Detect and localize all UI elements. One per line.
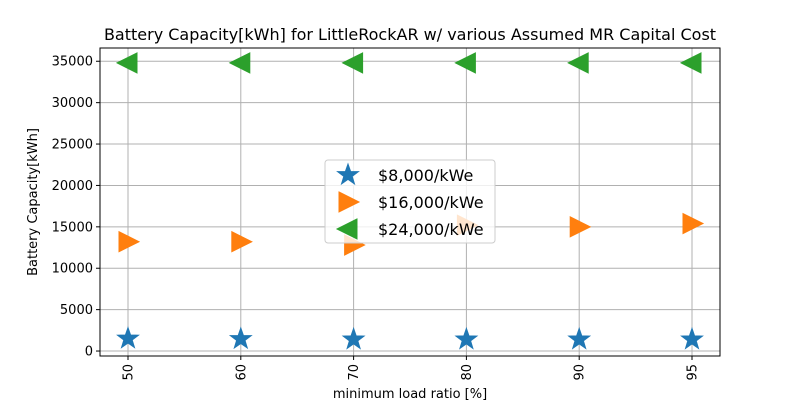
legend-marker-series-0 <box>336 162 360 186</box>
y-tick-label: 0 <box>85 345 93 360</box>
data-point-series-0 <box>228 326 253 350</box>
data-point-series-2 <box>679 52 702 74</box>
x-axis-title: minimum load ratio [%] <box>333 387 487 400</box>
data-point-series-1 <box>118 230 141 253</box>
x-tick-label: 80 <box>460 364 475 381</box>
legend-marker-series-1 <box>338 191 361 213</box>
y-axis-title: Battery Capacity[kWh] <box>26 128 41 276</box>
y-tick-label: 20000 <box>52 179 93 194</box>
data-point-series-2 <box>454 52 476 74</box>
legend-label-series-0: $8,000/kWe <box>378 166 473 185</box>
y-tick-label: 25000 <box>52 138 93 153</box>
data-point-series-0 <box>567 326 592 350</box>
data-point-series-2 <box>567 52 589 74</box>
data-point-series-1 <box>569 216 592 238</box>
y-tick-label: 35000 <box>52 55 93 70</box>
chart-title: Battery Capacity[kWh] for LittleRockAR w… <box>104 25 716 44</box>
data-point-series-2 <box>228 52 251 74</box>
y-axis-ticks: 0 5000 10000 15000 20000 25000 30000 35000 <box>52 55 100 360</box>
data-point-series-0 <box>116 326 140 349</box>
x-tick-label: 90 <box>573 364 588 381</box>
data-point-series-0 <box>454 326 479 350</box>
x-tick-label: 50 <box>122 364 137 381</box>
data-point-series-1 <box>682 212 705 235</box>
legend-marker-series-2 <box>335 218 358 240</box>
data-point-series-0 <box>680 326 704 350</box>
x-tick-label: 70 <box>347 364 362 381</box>
legend-box <box>324 159 496 244</box>
data-points <box>115 52 705 350</box>
y-tick-label: 10000 <box>52 262 93 277</box>
data-point-series-2 <box>115 52 138 74</box>
legend: $8,000/kWe $16,000/kWe $24,000/kWe <box>324 159 496 244</box>
data-point-series-0 <box>341 326 366 350</box>
x-tick-label: 60 <box>234 364 249 381</box>
x-tick-label: 95 <box>686 364 701 381</box>
y-tick-label: 5000 <box>60 303 93 318</box>
data-point-series-2 <box>341 52 364 74</box>
y-tick-label: 30000 <box>52 96 93 111</box>
legend-label-series-1: $16,000/kWe <box>378 193 484 212</box>
x-axis-ticks: 50 60 70 80 90 95 <box>122 356 701 381</box>
y-tick-label: 15000 <box>52 220 93 235</box>
legend-label-series-2: $24,000/kWe <box>378 220 484 239</box>
plot-area-frame <box>99 47 721 357</box>
data-point-series-1 <box>231 230 253 253</box>
